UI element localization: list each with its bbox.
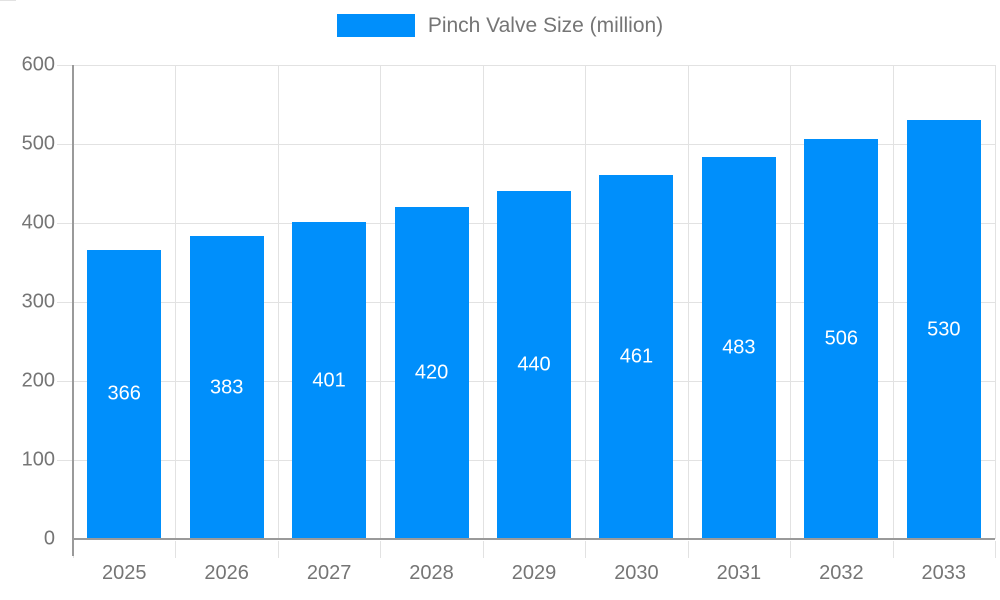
x-axis-tick	[687, 541, 689, 558]
gridline-v	[790, 65, 792, 539]
bar-value-label: 366	[107, 382, 141, 405]
gridline-h	[57, 65, 995, 66]
y-axis-tick	[0, 0, 16, 1]
x-axis-label: 2030	[614, 562, 659, 584]
gridline-v	[995, 65, 996, 539]
bar-value-label: 440	[517, 353, 551, 376]
bar[interactable]	[292, 222, 367, 539]
x-axis-label: 2028	[409, 562, 454, 584]
x-axis-label: 2031	[716, 562, 762, 584]
x-axis-label: 2027	[306, 562, 352, 584]
gridline-v	[585, 65, 587, 539]
bar[interactable]	[599, 174, 674, 539]
x-axis-label: 2032	[819, 562, 864, 584]
y-axis-tick-label: 0	[43, 527, 55, 550]
bar-value-label: 530	[927, 318, 961, 341]
bar[interactable]	[701, 157, 776, 539]
plot-area: 0 100 200 300 400 500 600 366 2025 383 2026 401 2027…	[0, 0, 1000, 584]
bar[interactable]	[906, 120, 981, 539]
y-axis-tick-label: 300	[21, 290, 55, 313]
bar[interactable]	[497, 191, 571, 539]
bar-value-label: 401	[312, 369, 346, 392]
y-axis-tick-label: 600	[21, 53, 55, 76]
x-axis-line	[73, 538, 995, 540]
x-axis-tick	[482, 541, 484, 558]
bar[interactable]	[87, 249, 162, 539]
x-axis-tick	[995, 541, 996, 558]
x-axis-label: 2026	[204, 562, 249, 584]
x-axis-tick	[585, 541, 587, 558]
bar[interactable]	[804, 139, 879, 539]
y-axis-tick-label: 400	[21, 211, 55, 234]
bar-value-label: 461	[619, 345, 654, 368]
x-axis-tick	[380, 541, 382, 558]
bar-value-label: 506	[824, 327, 859, 350]
legend-swatch-icon	[336, 14, 415, 37]
x-axis-tick	[175, 541, 177, 558]
x-axis-label: 2025	[101, 562, 147, 584]
x-axis-tick	[892, 541, 894, 558]
bar-value-label: 383	[209, 376, 244, 399]
y-axis-tick-label: 200	[21, 369, 55, 392]
y-axis-line	[72, 65, 74, 556]
bar-value-label: 483	[722, 336, 756, 359]
gridline-v	[175, 65, 177, 539]
x-axis-tick	[790, 541, 792, 558]
legend-label: Pinch Valve Size (million)	[427, 14, 664, 37]
legend[interactable]: Pinch Valve Size (million)	[0, 14, 1000, 37]
x-axis-label: 2029	[511, 562, 557, 584]
y-axis-tick-label: 500	[21, 132, 55, 155]
x-axis-label: 2033	[921, 562, 967, 584]
gridline-v	[380, 65, 382, 539]
gridline-v	[277, 65, 279, 539]
gridline-v	[892, 65, 894, 539]
bar[interactable]	[189, 236, 264, 539]
bar[interactable]	[394, 207, 469, 539]
gridline-v	[687, 65, 689, 539]
gridline-v	[482, 65, 484, 539]
y-axis-tick-label: 100	[21, 448, 55, 471]
x-axis-tick	[277, 541, 279, 558]
gridline-h	[57, 144, 995, 145]
bar-value-label: 420	[414, 361, 449, 384]
